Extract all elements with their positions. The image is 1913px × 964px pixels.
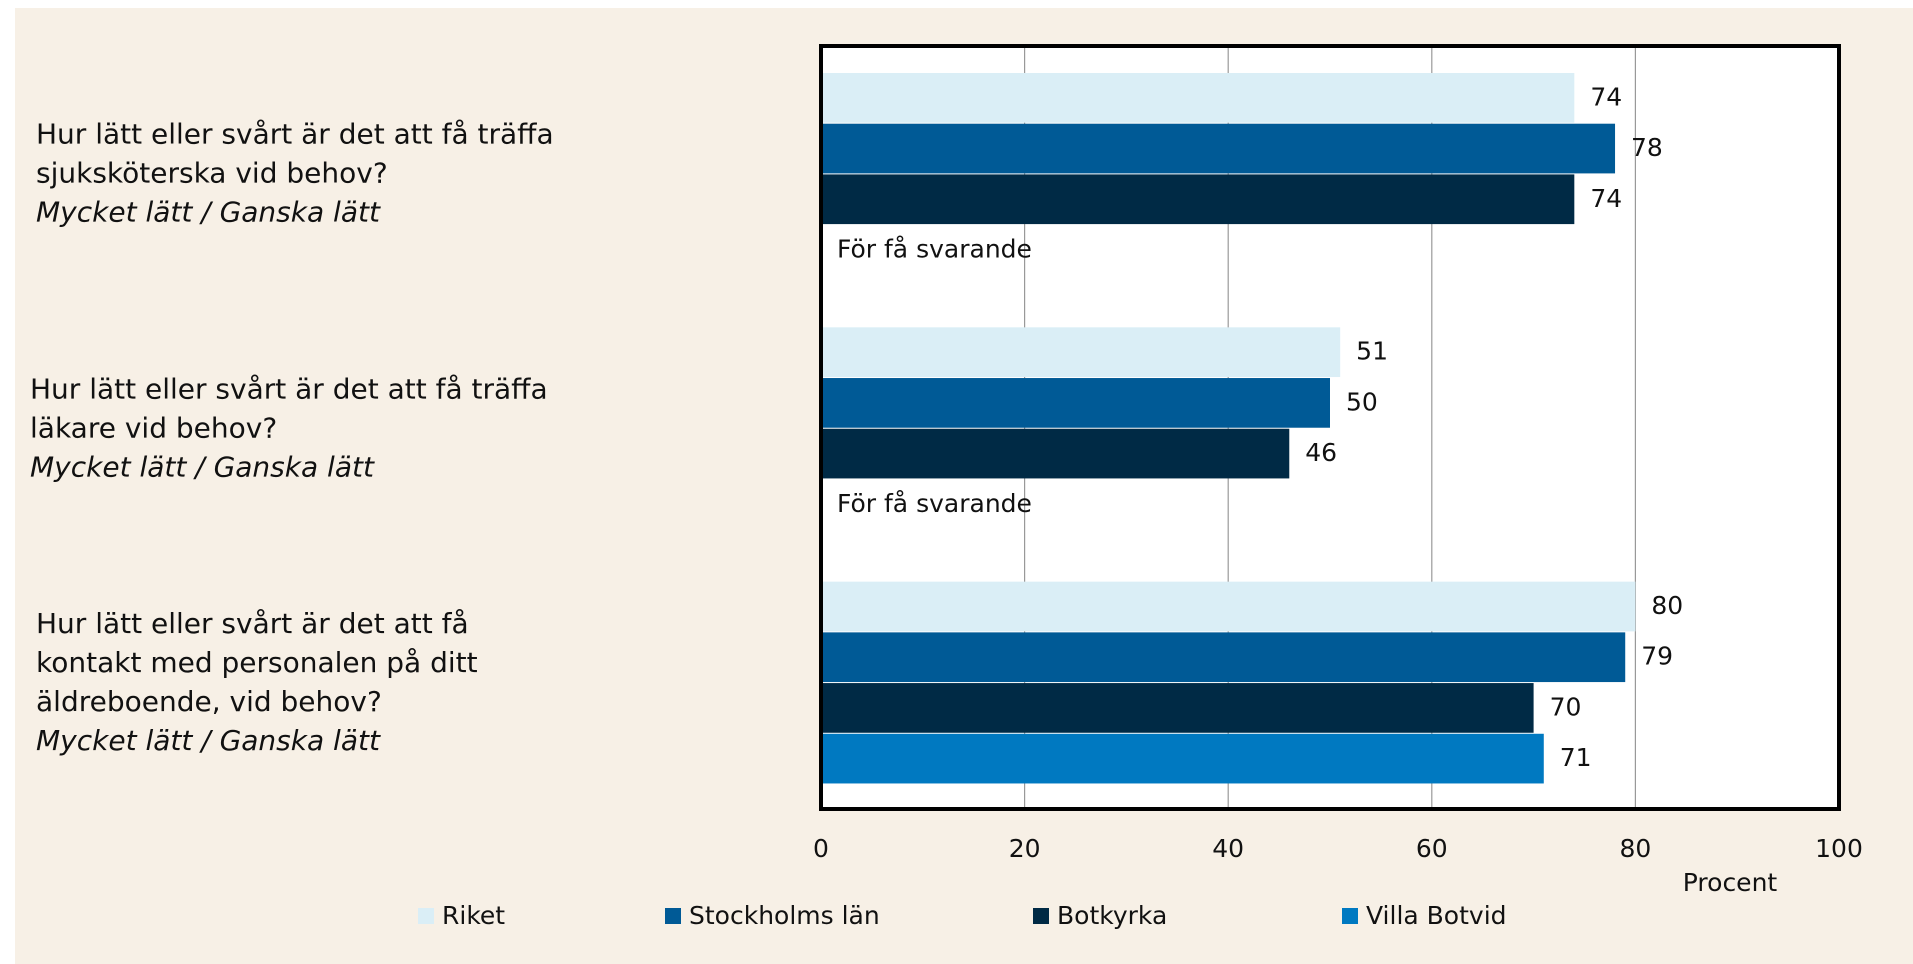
category-question: Hur lätt eller svårt är det att få träff… [36, 117, 554, 190]
legend-swatch [1342, 908, 1358, 924]
bar [821, 632, 1626, 683]
bar [821, 174, 1575, 225]
value-label: 74 [1590, 184, 1622, 213]
category-note: Mycket lätt / Ganska lätt [36, 723, 380, 757]
category-label: Hur lätt eller svårt är det att få konta… [36, 604, 536, 760]
x-tick-label: 100 [1815, 834, 1863, 863]
x-tick-label: 60 [1416, 834, 1448, 863]
value-label: 79 [1641, 642, 1673, 671]
x-tick-label: 80 [1619, 834, 1651, 863]
x-tick-label: 0 [813, 834, 829, 863]
x-tick-label: 40 [1212, 834, 1244, 863]
annotation: För få svarande [837, 234, 1032, 263]
category-question: Hur lätt eller svårt är det att få träff… [30, 372, 548, 444]
legend-label: Stockholms län [689, 901, 880, 930]
value-label: 71 [1560, 743, 1592, 772]
legend-swatch [665, 908, 681, 924]
category-note: Mycket lätt / Ganska lätt [30, 450, 374, 483]
bar [821, 733, 1544, 784]
value-label: 51 [1356, 337, 1388, 366]
category-label: Hur lätt eller svårt är det att få träff… [30, 369, 630, 486]
legend-label: Botkyrka [1057, 901, 1167, 930]
bar [821, 73, 1575, 123]
bar [821, 327, 1341, 378]
plot-frame [819, 44, 1841, 811]
value-label: 70 [1550, 692, 1582, 721]
legend-swatch [1033, 908, 1049, 924]
x-tick-label: 20 [1009, 834, 1041, 863]
bar [821, 683, 1534, 733]
category-label: Hur lätt eller svårt är det att få träff… [36, 115, 636, 232]
bar [821, 581, 1636, 632]
bar [821, 428, 1290, 479]
value-label: 80 [1651, 591, 1683, 620]
x-axis-label: Procent [1683, 868, 1778, 897]
category-question: Hur lätt eller svårt är det att få konta… [36, 606, 478, 718]
legend-label: Villa Botvid [1366, 901, 1507, 930]
legend-swatch [418, 908, 434, 924]
bar [821, 123, 1616, 174]
value-label: 50 [1346, 387, 1378, 416]
value-label: 46 [1305, 438, 1337, 467]
category-note: Mycket lätt / Ganska lätt [36, 195, 380, 229]
legend-label: Riket [442, 901, 505, 930]
bar [821, 378, 1330, 428]
value-label: 74 [1590, 82, 1622, 111]
annotation: För få svarande [837, 489, 1032, 518]
value-label: 78 [1631, 133, 1663, 162]
